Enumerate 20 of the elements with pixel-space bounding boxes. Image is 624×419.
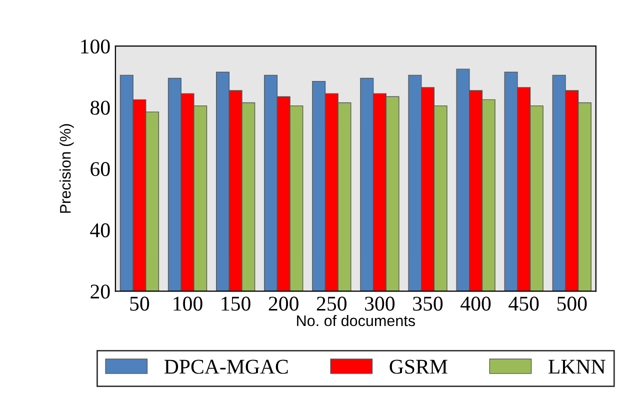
y-axis-title: Precision (%) — [60, 124, 74, 213]
x-tick-label: 150 — [222, 296, 250, 311]
legend-label: DPCA-MGAC — [164, 360, 288, 374]
y-tick-label: 80 — [90, 100, 110, 115]
legend-label: LKNN — [548, 360, 606, 374]
x-tick-label: 450 — [508, 296, 539, 311]
x-tick-label: 300 — [365, 296, 395, 311]
x-tick-label: 200 — [268, 296, 298, 311]
x-tick-label: 100 — [174, 296, 202, 311]
y-tick-label: 60 — [90, 162, 110, 176]
y-tick-label: 100 — [81, 39, 110, 54]
y-tick-label: 40 — [90, 223, 110, 238]
legend-label: GSRM — [390, 360, 448, 374]
x-tick-label: 500 — [557, 296, 587, 311]
x-axis-title: No. of documents — [297, 314, 415, 326]
y-tick-label: 20 — [90, 284, 110, 299]
x-tick-label: 50 — [130, 296, 150, 311]
x-tick-label: 250 — [316, 296, 346, 311]
x-tick-label: 400 — [460, 296, 491, 311]
x-tick-label: 350 — [413, 296, 443, 311]
